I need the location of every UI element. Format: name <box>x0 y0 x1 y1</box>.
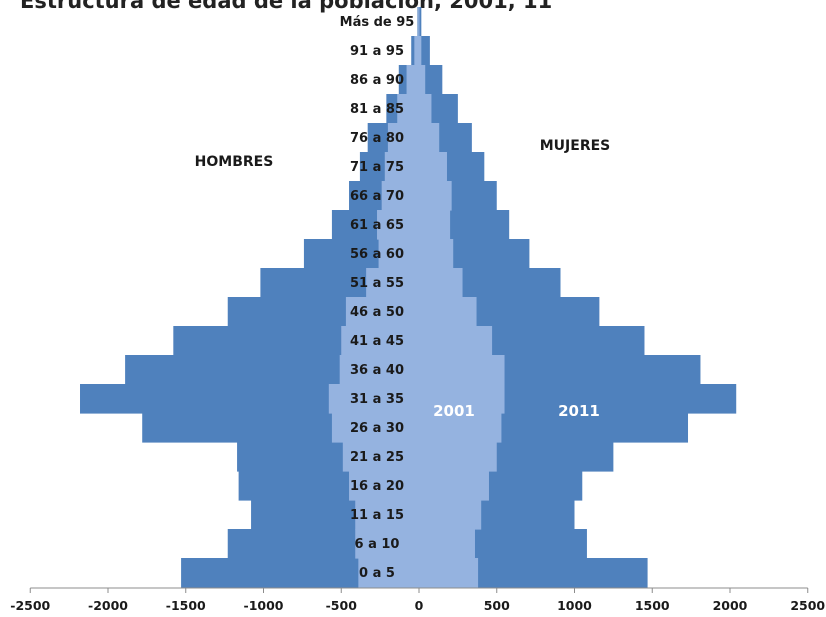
bar-2001-men-16 <box>397 94 419 124</box>
side-label-mujeres: MUJERES <box>540 138 611 154</box>
bar-2001-women-17 <box>419 65 426 95</box>
bar-2001-women-16 <box>419 94 432 124</box>
bar-2011-women-19 <box>419 7 422 37</box>
age-label-4: 21 a 25 <box>350 450 404 465</box>
bar-2001-women-15 <box>419 123 440 153</box>
bar-2001-women-6 <box>419 384 505 414</box>
age-label-3: 16 a 20 <box>350 479 404 494</box>
series-label-2011: 2011 <box>558 402 600 420</box>
bars-2001-group <box>328 7 505 588</box>
bar-2001-women-12 <box>419 210 451 240</box>
x-tick-label-9: 2000 <box>713 598 748 613</box>
x-tick-label-2: -1500 <box>166 598 206 613</box>
chart-title: Estructura de edad de la población, 2001… <box>20 0 552 13</box>
bar-2001-men-15 <box>387 123 419 153</box>
bar-2001-women-11 <box>419 239 454 269</box>
bar-2001-women-13 <box>419 181 452 211</box>
bar-2001-men-1 <box>355 529 419 559</box>
side-label-hombres: HOMBRES <box>195 154 274 170</box>
age-label-11: 56 a 60 <box>350 247 404 262</box>
age-label-10: 51 a 55 <box>350 276 404 291</box>
bar-2001-women-18 <box>419 36 422 66</box>
bar-2001-men-10 <box>366 268 419 298</box>
age-label-7: 36 a 40 <box>350 363 404 378</box>
age-label-9: 46 a 50 <box>350 305 404 320</box>
bar-2001-women-0 <box>419 558 479 588</box>
bar-2011-women-18 <box>419 36 430 66</box>
bar-2001-men-7 <box>339 355 419 385</box>
age-label-17: 86 a 90 <box>350 73 404 88</box>
bar-2001-men-17 <box>406 65 419 95</box>
bar-2001-men-12 <box>377 210 419 240</box>
age-label-13: 66 a 70 <box>350 189 404 204</box>
x-axis: -2500 -2000 -1500 -1000 -500 0 500 1000 1500 2000… <box>10 587 825 613</box>
age-labels-group: 0 a 5 6 a 10 11 a 15 16 a 20 21 a 25 26 a 30 3… <box>340 15 415 581</box>
bar-2001-men-19 <box>418 7 419 37</box>
age-label-19: Más de 95 <box>340 15 415 30</box>
series-label-2001: 2001 <box>433 402 475 420</box>
bar-2001-women-1 <box>419 529 475 559</box>
bar-2001-men-4 <box>342 442 419 472</box>
bar-2001-women-2 <box>419 500 482 530</box>
x-tick-label-4: -500 <box>326 598 358 613</box>
bar-2001-women-8 <box>419 326 493 356</box>
bar-2001-men-8 <box>341 326 419 356</box>
bar-2001-women-3 <box>419 471 489 501</box>
x-tick-label-8: 1500 <box>635 598 670 613</box>
bar-2001-women-7 <box>419 355 505 385</box>
x-tick-label-5: 0 <box>415 598 424 613</box>
age-label-14: 71 a 75 <box>350 160 404 175</box>
bar-2001-men-14 <box>384 152 419 182</box>
bar-2001-women-14 <box>419 152 447 182</box>
x-tick-label-10: 2500 <box>790 598 825 613</box>
bar-2001-women-10 <box>419 268 463 298</box>
bar-2001-women-5 <box>419 413 502 443</box>
age-label-0: 0 a 5 <box>359 566 395 581</box>
bar-2001-men-3 <box>349 471 419 501</box>
bar-2001-women-4 <box>419 442 497 472</box>
bar-2001-men-6 <box>328 384 419 414</box>
x-tick-label-1: -2000 <box>88 598 128 613</box>
x-tick-label-7: 1000 <box>557 598 592 613</box>
bar-2001-men-2 <box>355 500 419 530</box>
x-tick-label-3: -1000 <box>244 598 284 613</box>
age-label-2: 11 a 15 <box>350 508 404 523</box>
age-label-12: 61 a 65 <box>350 218 404 233</box>
age-label-15: 76 a 80 <box>350 131 404 146</box>
bar-2001-men-0 <box>358 558 419 588</box>
age-label-16: 81 a 85 <box>350 102 404 117</box>
bar-2001-men-13 <box>381 181 419 211</box>
age-label-6: 31 a 35 <box>350 392 404 407</box>
age-label-8: 41 a 45 <box>350 334 404 349</box>
x-tick-label-6: 500 <box>484 598 510 613</box>
age-label-18: 91 a 95 <box>350 44 404 59</box>
age-label-1: 6 a 10 <box>355 537 400 552</box>
bar-2001-women-9 <box>419 297 477 327</box>
bar-2001-men-11 <box>378 239 419 269</box>
bar-2001-men-5 <box>331 413 419 443</box>
age-label-5: 26 a 30 <box>350 421 404 436</box>
bar-2001-men-18 <box>414 36 419 66</box>
bar-2001-men-9 <box>345 297 419 327</box>
x-tick-label-0: -2500 <box>10 598 50 613</box>
